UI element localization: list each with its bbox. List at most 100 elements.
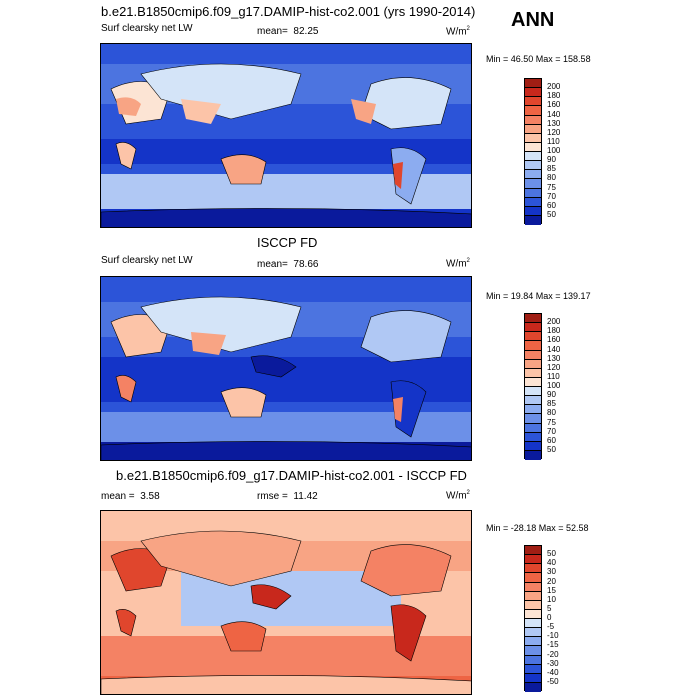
colorbar-tick-label: 130: [547, 353, 561, 363]
colorbar-segment: [525, 97, 541, 107]
colorbar-segment: [525, 628, 541, 638]
colorbar-tick-label: 110: [547, 371, 560, 381]
panel1-mean-value: 82.25: [293, 26, 319, 37]
colorbar-tick-label: 15: [547, 585, 556, 595]
colorbar-tick-label: -15: [547, 640, 559, 650]
colorbar-tick-label: 160: [547, 100, 561, 110]
panel2-units: W/m2: [446, 258, 470, 269]
colorbar-segment: [525, 188, 541, 198]
colorbar-segment: [525, 206, 541, 216]
colorbar-tick-label: 80: [547, 173, 556, 183]
panel3-map-svg: [101, 511, 471, 694]
colorbar-tick-label: 85: [547, 164, 556, 174]
panel3-rmse: rmse = 11.42: [257, 492, 318, 502]
panel1-land-safrica: [115, 142, 137, 170]
panel3-rmse-value: 11.42: [293, 491, 318, 502]
colorbar-segment: [525, 441, 541, 451]
colorbar-segment: [525, 152, 541, 162]
panel3-minmax: Min = -28.18 Max = 52.58: [486, 523, 589, 533]
panel2-land-samerica: [390, 380, 427, 438]
panel2-mean: mean= 78.66: [257, 260, 318, 270]
panel2-land-eurasia: [140, 296, 302, 353]
panel3-units: W/m2: [446, 490, 470, 501]
colorbar-tick-label: 80: [547, 408, 556, 418]
colorbar-segment: [525, 323, 541, 333]
panel3-mean-value: 3.58: [140, 491, 160, 502]
colorbar-tick-label: 120: [547, 127, 561, 137]
panel1-land-sahara: [116, 97, 141, 116]
panel1-land-samerica: [390, 147, 427, 205]
panel2-land-namerica: [360, 310, 452, 363]
panel1-title: b.e21.B1850cmip6.f09_g17.DAMIP-hist-co2.…: [101, 4, 476, 19]
colorbar-segment: [525, 564, 541, 574]
colorbar-segment: [525, 359, 541, 369]
colorbar-segment: [525, 673, 541, 683]
panel2-land-maritime: [250, 355, 297, 378]
panel1-map: [100, 43, 472, 228]
colorbar-tick-label: -5: [547, 622, 555, 632]
colorbar-segment: [525, 341, 541, 351]
panel3-mean: mean = 3.58: [101, 492, 160, 502]
panel2-mean-label: mean=: [257, 259, 288, 270]
panel1-land-antarctica: [101, 208, 471, 227]
colorbar-tick-label: 120: [547, 362, 561, 372]
colorbar-segment: [525, 600, 541, 610]
panel3-map: [100, 510, 472, 695]
colorbar-segment: [525, 215, 541, 225]
colorbar-tick-label: 60: [547, 200, 556, 210]
colorbar-tick-label: -50: [547, 676, 559, 686]
colorbar-segment: [525, 555, 541, 565]
colorbar-segment: [525, 332, 541, 342]
panel2-mean-value: 78.66: [293, 259, 319, 270]
panel3-land-samerica: [390, 604, 427, 662]
panel2-map: [100, 276, 472, 461]
colorbar-tick-label: 30: [547, 567, 556, 577]
panel1-mean: mean= 82.25: [257, 27, 318, 37]
colorbar-tick-label: 90: [547, 390, 556, 400]
colorbar-segment: [525, 133, 541, 143]
colorbar-segment: [525, 142, 541, 152]
colorbar-tick-label: 40: [547, 558, 556, 568]
colorbar-tick-label: -40: [547, 667, 559, 677]
panel2-land-arabia: [191, 332, 226, 355]
colorbar-tick-label: 0: [547, 613, 552, 622]
colorbar-tick-label: 130: [547, 118, 561, 128]
colorbar-segment: [525, 79, 541, 89]
panel2-units-sup: 2: [466, 258, 470, 264]
panel3-rmse-label: rmse =: [257, 491, 288, 502]
colorbar-segment: [525, 350, 541, 360]
colorbar-segment: [525, 405, 541, 415]
colorbar-tick-label: 50: [547, 549, 556, 559]
colorbar-tick-label: 85: [547, 399, 556, 409]
panel3-land-antarctica: [101, 675, 471, 694]
colorbar-segment: [525, 377, 541, 387]
colorbar-segment: [525, 423, 541, 433]
colorbar-segment: [525, 573, 541, 583]
panel2-title: ISCCP FD: [257, 235, 318, 250]
colorbar-tick-label: 140: [547, 109, 561, 119]
panel2-land-andes: [393, 397, 403, 422]
colorbar-segment: [525, 197, 541, 207]
colorbar-tick-label: 50: [547, 209, 556, 219]
panel1-units-text: W/m: [446, 26, 467, 38]
panel1-variable: Surf clearsky net LW: [101, 23, 193, 34]
colorbar-tick-label: 70: [547, 426, 556, 436]
colorbar-tick-label: -10: [547, 631, 559, 641]
panel1-colorbar: [524, 78, 542, 225]
panel1-units-sup: 2: [466, 26, 470, 32]
panel2-colorbar: [524, 313, 542, 460]
colorbar-segment: [525, 619, 541, 629]
panel2-minmax: Min = 19.84 Max = 139.17: [486, 291, 591, 301]
panel1-minmax: Min = 46.50 Max = 158.58: [486, 54, 591, 64]
season-label: ANN: [511, 9, 555, 31]
colorbar-segment: [525, 682, 541, 692]
panel2-land-australia: [220, 387, 267, 418]
panel2-land-safrica: [115, 375, 137, 403]
panel1-land-australia: [220, 154, 267, 185]
colorbar-tick-label: 10: [547, 594, 556, 604]
colorbar-tick-label: 180: [547, 91, 561, 101]
colorbar-tick-label: 180: [547, 326, 561, 336]
colorbar-segment: [525, 88, 541, 98]
panel1-map-svg: [101, 44, 471, 227]
colorbar-segment: [525, 368, 541, 378]
